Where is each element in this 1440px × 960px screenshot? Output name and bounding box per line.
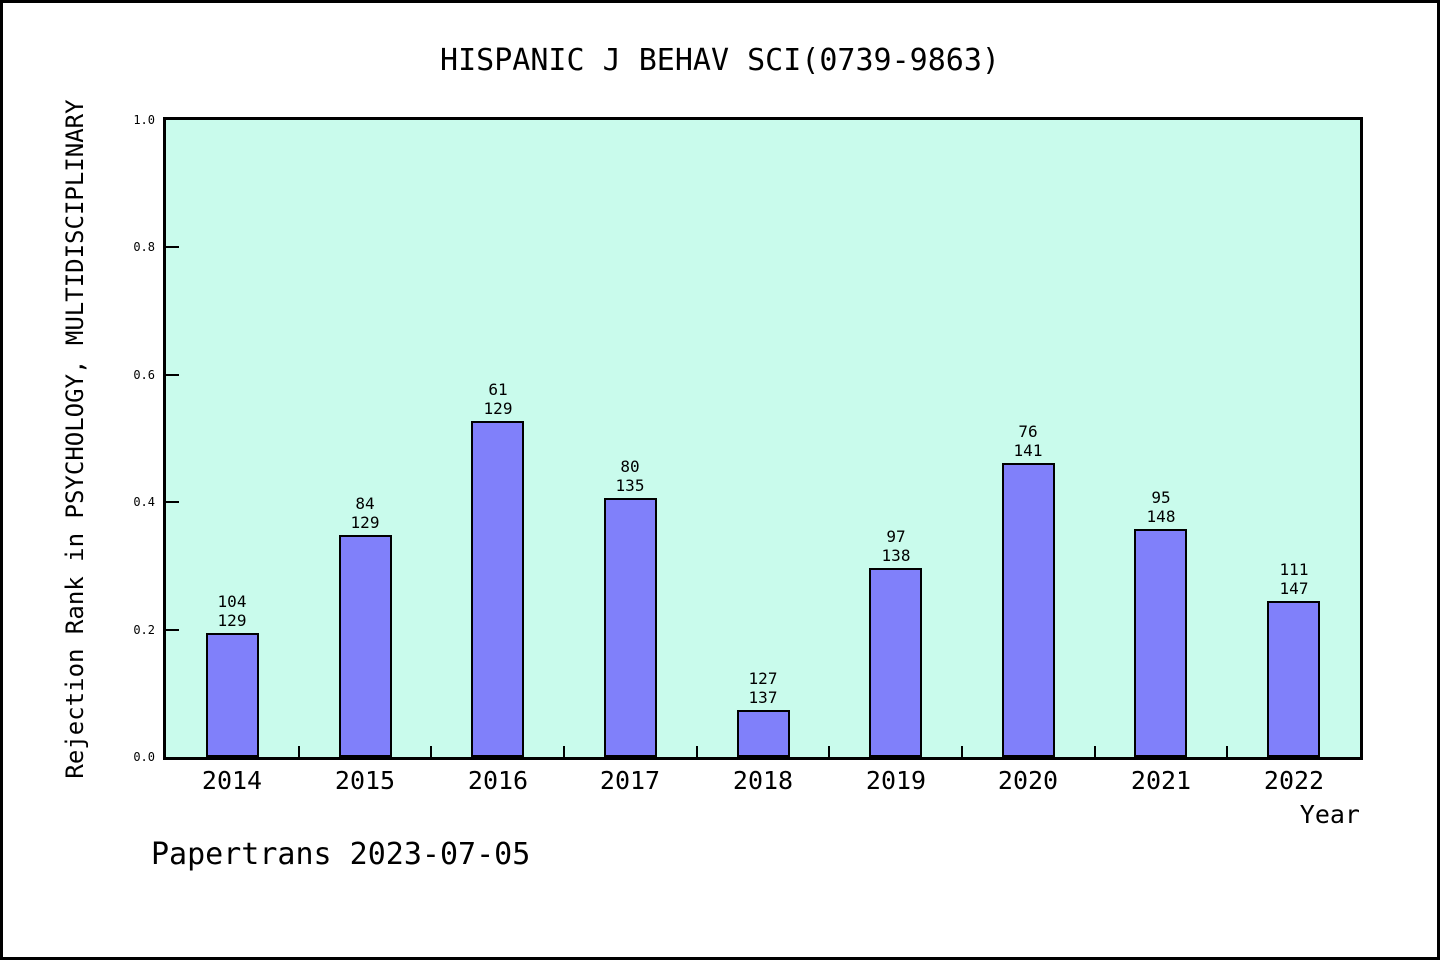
y-tick-label: 0.8 — [133, 240, 155, 254]
y-tick-label: 0.2 — [133, 623, 155, 637]
y-tick-label: 0.6 — [133, 368, 155, 382]
bar-2020 — [1002, 463, 1055, 757]
x-tick-mark — [828, 746, 830, 757]
x-tick-label-2014: 2014 — [201, 766, 263, 795]
bar-2021 — [1134, 529, 1187, 757]
x-tick-label-2022: 2022 — [1263, 766, 1325, 795]
bar-value-label-2015: 84 129 — [350, 494, 380, 532]
x-tick-mark — [696, 746, 698, 757]
y-tick-label: 1.0 — [133, 113, 155, 127]
plot-area: 104 129 84 129 61 129 80 135 127 137 97 138 76… — [163, 117, 1363, 760]
bar-2019 — [869, 568, 922, 757]
bar-value-label-2014: 104 129 — [217, 592, 247, 630]
bar-value-label-2020: 76 141 — [1013, 422, 1043, 460]
x-tick-mark — [961, 746, 963, 757]
footer-text: Papertrans 2023-07-05 — [151, 837, 531, 872]
y-tick-mark — [166, 374, 179, 376]
x-tick-mark — [563, 746, 565, 757]
x-tick-mark — [1226, 746, 1228, 757]
x-tick-label-2018: 2018 — [732, 766, 794, 795]
x-tick-label-2021: 2021 — [1130, 766, 1192, 795]
y-tick-mark — [166, 629, 179, 631]
bar-value-label-2017: 80 135 — [615, 457, 645, 495]
bar-2017 — [604, 498, 657, 757]
x-axis-label: Year — [1299, 800, 1360, 829]
bar-2015 — [339, 535, 392, 757]
x-tick-label-2017: 2017 — [599, 766, 661, 795]
y-tick-label: 0.4 — [133, 495, 155, 509]
bar-2022 — [1267, 601, 1320, 757]
x-tick-label-2020: 2020 — [997, 766, 1059, 795]
y-tick-label: 0.0 — [133, 750, 155, 764]
x-tick-label-2015: 2015 — [334, 766, 396, 795]
x-tick-mark — [1094, 746, 1096, 757]
bar-2014 — [206, 633, 259, 757]
bar-value-label-2019: 97 138 — [881, 527, 911, 565]
bar-value-label-2022: 111 147 — [1279, 560, 1309, 598]
x-tick-mark — [298, 746, 300, 757]
y-tick-mark — [166, 501, 179, 503]
x-tick-mark — [430, 746, 432, 757]
bar-value-label-2021: 95 148 — [1146, 488, 1176, 526]
x-tick-label-2016: 2016 — [467, 766, 529, 795]
bar-2016 — [471, 421, 524, 757]
bar-value-label-2018: 127 137 — [748, 669, 778, 707]
y-tick-mark — [166, 246, 179, 248]
y-axis-label: Rejection Rank in PSYCHOLOGY, MULTIDISCI… — [61, 99, 89, 779]
bar-2018 — [737, 710, 790, 757]
bar-value-label-2016: 61 129 — [483, 380, 513, 418]
x-tick-label-2019: 2019 — [865, 766, 927, 795]
chart-title: HISPANIC J BEHAV SCI(0739-9863) — [440, 43, 1000, 78]
